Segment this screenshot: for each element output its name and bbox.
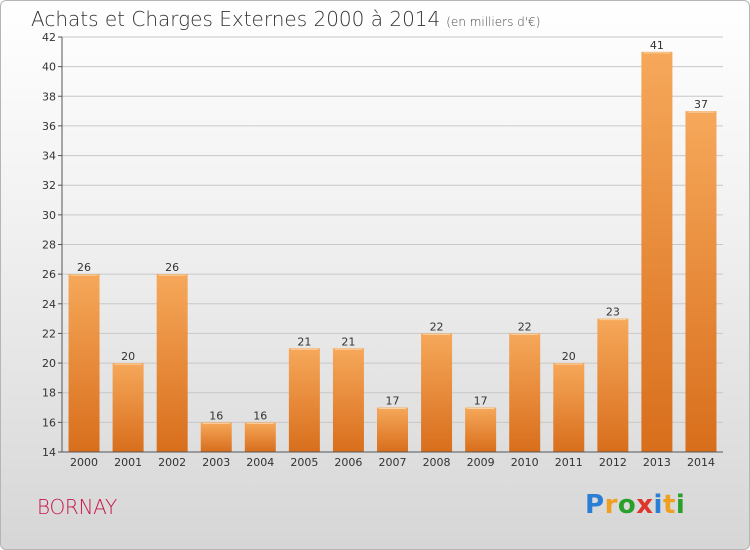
data-label: 16 [209,409,223,422]
chart-title: Achats et Charges Externes 2000 à 2014 (e… [31,7,540,31]
x-tick-label: 2013 [643,456,671,469]
y-tick-label: 28 [42,239,56,252]
logo-letter: P [585,490,605,520]
y-tick-label: 26 [42,268,56,281]
logo-letter: x [636,490,654,520]
x-tick-label: 2014 [687,456,715,469]
data-label: 20 [562,350,576,363]
bar [156,274,188,452]
y-tick-label: 20 [42,357,56,370]
proxiti-logo[interactable]: Proxiti [585,490,685,520]
bars [68,51,717,452]
data-label: 21 [341,335,355,348]
data-label: 21 [297,335,311,348]
chart-subtitle: (en milliers d'€) [446,15,541,29]
data-label: 22 [430,320,444,333]
x-tick-label: 2009 [467,456,495,469]
logo-letter: r [604,490,618,520]
x-tick-label: 2003 [202,456,230,469]
y-axis-ticks: 14 16 18 20 22 24 26 28 30 32 34 36 38 40 42 [42,31,62,459]
y-tick-label: 42 [42,31,56,44]
data-label: 26 [77,261,91,274]
data-label: 23 [606,306,620,319]
bar [465,407,497,452]
x-tick-label: 2006 [334,456,362,469]
bar [244,422,276,452]
data-label: 37 [694,98,708,111]
y-tick-label: 34 [42,150,56,163]
bar [377,407,408,452]
bar [332,348,364,452]
x-tick-label: 2002 [158,456,186,469]
y-tick-label: 16 [42,416,56,429]
x-tick-label: 2012 [599,456,627,469]
y-tick-label: 32 [42,179,56,192]
y-tick-label: 36 [42,120,56,133]
x-tick-label: 2005 [290,456,318,469]
title-text: Achats et Charges Externes 2000 à 2014 [31,7,441,31]
x-axis-ticks: 2000 2001 2002 2003 2004 2005 2006 2007 2008 2009… [70,456,715,469]
x-tick-label: 2011 [555,456,583,469]
bar [509,333,541,452]
y-tick-label: 38 [42,90,56,103]
logo-letter: o [617,490,637,520]
y-tick-label: 14 [42,446,56,459]
y-tick-label: 22 [42,327,56,340]
x-tick-label: 2010 [511,456,539,469]
x-tick-label: 2007 [379,456,407,469]
y-tick-label: 18 [42,387,56,400]
bar [685,111,717,452]
x-tick-label: 2008 [423,456,451,469]
data-label: 41 [650,39,664,52]
data-label: 16 [253,409,267,422]
data-label: 17 [386,395,400,408]
logo-letter: t [662,490,676,520]
data-label: 26 [165,261,179,274]
y-tick-label: 40 [42,61,56,74]
bar [641,51,673,452]
bar [112,363,144,452]
y-tick-label: 30 [42,209,56,222]
bar [553,363,585,452]
bar [200,422,232,452]
x-tick-label: 2004 [246,456,274,469]
data-labels: 26 20 26 16 16 21 21 17 22 17 22 20 23 41 37 [77,39,708,423]
bar [68,274,100,452]
x-tick-label: 2001 [114,456,142,469]
commune-name: BORNAY [37,495,117,519]
x-tick-label: 2000 [70,456,98,469]
data-label: 17 [474,395,488,408]
logo-letter: i [653,490,663,520]
bar [597,318,629,452]
bar [288,348,320,452]
data-label: 20 [121,350,135,363]
logo-letter: i [675,490,686,520]
axes [61,37,723,453]
data-label: 22 [518,320,532,333]
bar [421,333,453,452]
y-tick-label: 24 [42,298,56,311]
